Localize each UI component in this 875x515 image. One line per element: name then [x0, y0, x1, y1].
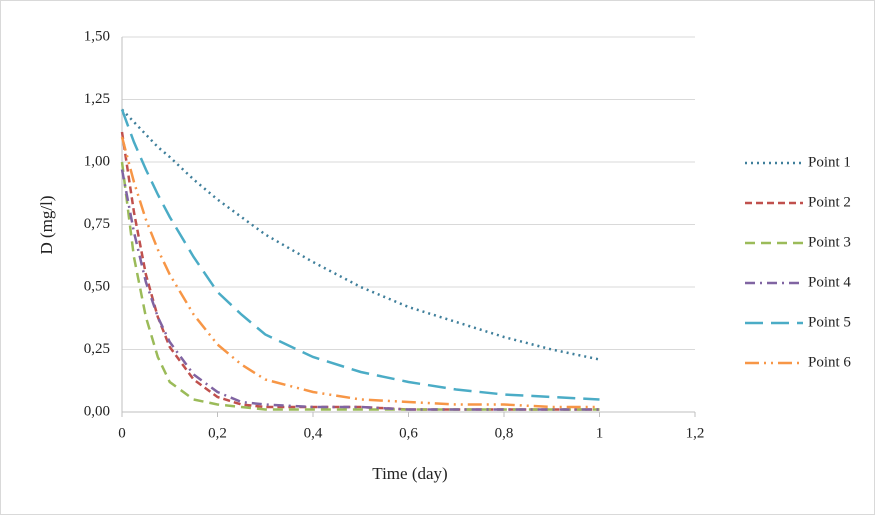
- x-tick-label: 1,2: [686, 425, 705, 441]
- y-tick-label: 1,50: [84, 28, 110, 44]
- x-tick-label: 0,8: [495, 425, 514, 441]
- series-line: [120, 169, 600, 411]
- series-line: [120, 161, 600, 411]
- y-tick-label: 0,75: [84, 216, 110, 232]
- x-tick-label: 0,6: [399, 425, 418, 441]
- x-tick-label: 0,2: [208, 425, 227, 441]
- y-tick-label: 0,00: [84, 403, 110, 419]
- x-tick-label: 0,4: [304, 425, 323, 441]
- legend-label: Point 2: [808, 194, 851, 210]
- x-tick-label: 1: [596, 425, 604, 441]
- series-line: [121, 108, 600, 361]
- series-line: [120, 136, 600, 409]
- y-tick-label: 0,50: [84, 278, 110, 294]
- x-axis-label: Time (day): [372, 464, 447, 483]
- legend-label: Point 6: [808, 354, 851, 370]
- legend-label: Point 5: [808, 314, 851, 330]
- legend-label: Point 1: [808, 154, 851, 170]
- y-axis-label: D (mg/l): [37, 195, 56, 254]
- y-tick-label: 0,25: [84, 341, 110, 357]
- legend-label: Point 3: [808, 234, 851, 250]
- series-line: [120, 109, 600, 401]
- y-tick-label: 1,00: [84, 153, 110, 169]
- y-tick-label: 1,25: [84, 91, 110, 107]
- x-tick-label: 0: [118, 425, 126, 441]
- legend-label: Point 4: [808, 274, 851, 290]
